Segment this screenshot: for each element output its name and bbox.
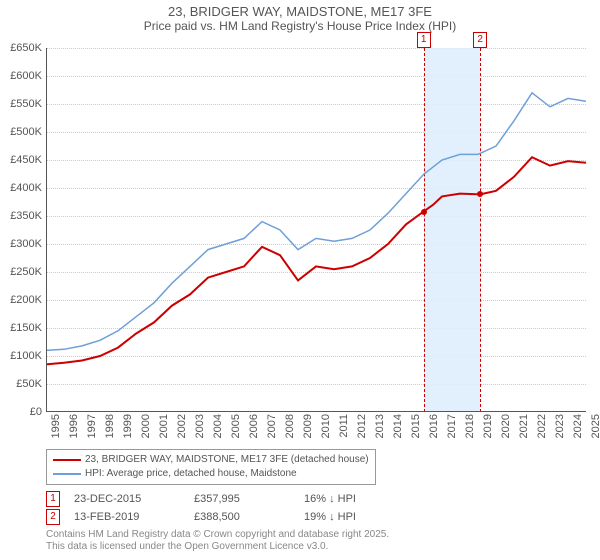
- x-tick-label: 2009: [302, 414, 314, 444]
- y-tick-label: £300K: [2, 238, 42, 250]
- x-tick-label: 1997: [86, 414, 98, 444]
- y-tick-label: £150K: [2, 322, 42, 334]
- legend-label: HPI: Average price, detached house, Maid…: [85, 467, 297, 481]
- x-tick-label: 2014: [392, 414, 404, 444]
- transaction-hpi-comparison: 16% ↓ HPI: [304, 493, 424, 505]
- y-tick-label: £550K: [2, 98, 42, 110]
- transaction-hpi-comparison: 19% ↓ HPI: [304, 511, 424, 523]
- x-tick-label: 2011: [338, 414, 350, 444]
- transaction-date: 23-DEC-2015: [74, 493, 194, 505]
- x-tick-label: 2024: [572, 414, 584, 444]
- x-tick-label: 2016: [428, 414, 440, 444]
- y-tick-label: £650K: [2, 42, 42, 54]
- sale-marker-box: 1: [417, 32, 431, 48]
- sale-point: [421, 209, 427, 215]
- footer-line: This data is licensed under the Open Gov…: [46, 541, 389, 553]
- x-tick-label: 1999: [122, 414, 134, 444]
- legend-row: 23, BRIDGER WAY, MAIDSTONE, ME17 3FE (de…: [53, 453, 369, 467]
- y-tick-label: £500K: [2, 126, 42, 138]
- x-tick-label: 1995: [50, 414, 62, 444]
- x-tick-label: 2000: [140, 414, 152, 444]
- legend-swatch: [53, 473, 81, 475]
- x-tick-label: 2005: [230, 414, 242, 444]
- sale-marker-box: 2: [473, 32, 487, 48]
- x-tick-label: 2008: [284, 414, 296, 444]
- table-row: 2 13-FEB-2019 £388,500 19% ↓ HPI: [46, 508, 424, 526]
- y-tick-label: £400K: [2, 182, 42, 194]
- x-tick-label: 2003: [194, 414, 206, 444]
- y-tick-label: £200K: [2, 294, 42, 306]
- chart-title-address: 23, BRIDGER WAY, MAIDSTONE, ME17 3FE: [0, 4, 600, 19]
- table-row: 1 23-DEC-2015 £357,995 16% ↓ HPI: [46, 490, 424, 508]
- y-tick-label: £0: [2, 406, 42, 418]
- legend-label: 23, BRIDGER WAY, MAIDSTONE, ME17 3FE (de…: [85, 453, 369, 467]
- sale-point: [477, 191, 483, 197]
- x-tick-label: 2010: [320, 414, 332, 444]
- chart-title-block: 23, BRIDGER WAY, MAIDSTONE, ME17 3FE Pri…: [0, 0, 600, 33]
- transaction-marker: 1: [46, 491, 60, 507]
- y-tick-label: £50K: [2, 378, 42, 390]
- x-tick-label: 2019: [482, 414, 494, 444]
- x-tick-label: 2015: [410, 414, 422, 444]
- x-tick-label: 2002: [176, 414, 188, 444]
- x-tick-label: 2001: [158, 414, 170, 444]
- x-tick-label: 2021: [518, 414, 530, 444]
- transaction-date: 13-FEB-2019: [74, 511, 194, 523]
- y-tick-label: £350K: [2, 210, 42, 222]
- x-tick-label: 2022: [536, 414, 548, 444]
- chart-axis-frame: [46, 48, 586, 412]
- chart-title-subtitle: Price paid vs. HM Land Registry's House …: [0, 19, 600, 33]
- x-tick-label: 2012: [356, 414, 368, 444]
- x-tick-label: 2025: [590, 414, 600, 444]
- footer-line: Contains HM Land Registry data © Crown c…: [46, 529, 389, 541]
- x-tick-label: 2004: [212, 414, 224, 444]
- x-tick-label: 2023: [554, 414, 566, 444]
- x-tick-label: 2018: [464, 414, 476, 444]
- x-tick-label: 2006: [248, 414, 260, 444]
- y-tick-label: £600K: [2, 70, 42, 82]
- legend-box: 23, BRIDGER WAY, MAIDSTONE, ME17 3FE (de…: [46, 449, 376, 485]
- footer-attribution: Contains HM Land Registry data © Crown c…: [46, 529, 389, 553]
- transactions-table: 1 23-DEC-2015 £357,995 16% ↓ HPI 2 13-FE…: [46, 490, 424, 526]
- x-tick-label: 2020: [500, 414, 512, 444]
- legend-swatch: [53, 459, 81, 461]
- x-tick-label: 2007: [266, 414, 278, 444]
- transaction-price: £388,500: [194, 511, 304, 523]
- y-tick-label: £250K: [2, 266, 42, 278]
- transaction-marker: 2: [46, 509, 60, 525]
- x-tick-label: 2017: [446, 414, 458, 444]
- legend-row: HPI: Average price, detached house, Maid…: [53, 467, 369, 481]
- y-tick-label: £100K: [2, 350, 42, 362]
- y-tick-label: £450K: [2, 154, 42, 166]
- x-tick-label: 1996: [68, 414, 80, 444]
- x-tick-label: 2013: [374, 414, 386, 444]
- x-tick-label: 1998: [104, 414, 116, 444]
- transaction-price: £357,995: [194, 493, 304, 505]
